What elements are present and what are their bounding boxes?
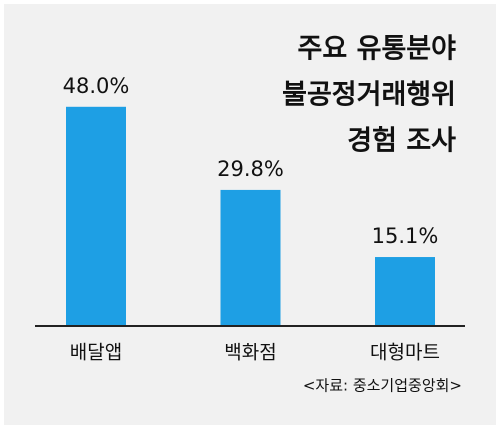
value-label: 29.8%: [217, 157, 284, 181]
bar: [66, 106, 126, 326]
x-tick-label: 대형마트: [370, 342, 440, 364]
source-note: <자료: 중소기업중앙회>: [303, 377, 462, 395]
value-label: 15.1%: [372, 224, 439, 248]
chart-title: 불공정거래행위: [282, 80, 456, 111]
chart-title: 경험 조사: [347, 126, 456, 157]
x-tick-label: 배달앱: [70, 342, 122, 364]
chart-title: 주요 유통분야: [298, 34, 457, 65]
x-tick-label: 백화점: [224, 342, 276, 364]
bar: [375, 257, 435, 326]
value-label: 48.0%: [63, 74, 130, 98]
bar: [220, 189, 281, 326]
